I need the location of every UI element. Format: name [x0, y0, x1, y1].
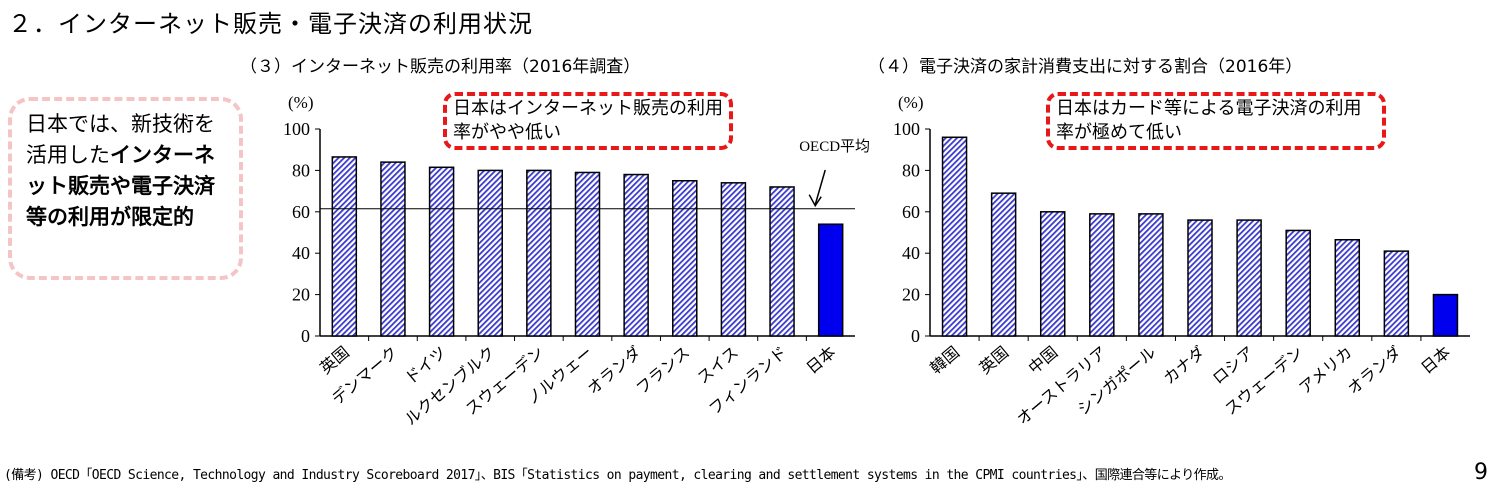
y-axis-unit: (%)	[288, 93, 313, 112]
bar-ノルウェー	[574, 171, 601, 337]
y-tick-label: 20	[292, 285, 310, 305]
bar-フィンランド	[769, 186, 795, 337]
summary-plain: 日本では、新技術を活用した	[26, 112, 215, 167]
y-tick-label: 40	[902, 243, 920, 263]
bar-英国	[990, 192, 1017, 337]
y-tick-label: 80	[902, 160, 920, 180]
bar-フランス	[672, 180, 698, 337]
x-tick-label: 日本	[803, 343, 839, 377]
chart-title-e-payment: （４）電子決済の家計消費支出に対する割合（2016年）	[868, 57, 1303, 77]
bar-オランダ	[623, 173, 649, 337]
x-tick-label: 英国	[317, 343, 353, 377]
arrow-icon	[814, 169, 826, 205]
y-tick-label: 0	[911, 326, 920, 346]
oecd-average-label: OECD平均	[799, 138, 870, 155]
x-tick-label: オランダ	[584, 343, 645, 398]
x-tick-label: 中国	[1025, 343, 1061, 377]
bar-デンマーク	[380, 161, 406, 337]
x-tick-label: 英国	[976, 343, 1012, 377]
footnote-source: (備考) OECD「OECD Science, Technology and I…	[4, 468, 1231, 483]
bar-ロシア	[1236, 219, 1262, 337]
annotation-internet-sales: 日本はインターネット販売の利用率がやや低い	[443, 92, 733, 150]
y-tick-label: 100	[893, 119, 920, 139]
y-axis-unit: (%)	[898, 93, 923, 112]
bar-シンガポール	[1138, 213, 1164, 337]
bar-日本	[1432, 293, 1459, 337]
bar-オーストラリア	[1089, 213, 1115, 337]
y-tick-label: 80	[292, 160, 310, 180]
x-tick-label: 韓国	[927, 343, 963, 377]
bar-スウェーデン	[1285, 229, 1311, 337]
x-tick-label: カナダ	[1160, 343, 1208, 388]
x-tick-label: 日本	[1418, 343, 1454, 377]
bar-ルクセンブルク	[477, 169, 503, 337]
bar-スイス	[720, 182, 747, 337]
bar-オランダ	[1383, 250, 1410, 337]
y-tick-label: 100	[283, 119, 310, 139]
y-tick-label: 60	[902, 202, 920, 222]
bar-アメリカ	[1334, 238, 1361, 337]
bar-カナダ	[1187, 219, 1213, 337]
annotation-e-payment: 日本はカード等による電子決済の利用率が極めて低い	[1046, 92, 1386, 150]
x-tick-label: オーストラリア	[1014, 344, 1110, 429]
bar-日本	[817, 223, 844, 337]
bar-英国	[331, 156, 358, 337]
x-tick-label: オランダ	[1344, 343, 1405, 398]
bar-韓国	[941, 136, 968, 337]
bar-中国	[1039, 211, 1066, 337]
summary-callout: 日本では、新技術を活用したインターネット販売や電子決済等の利用が限定的	[8, 97, 243, 280]
x-tick-label: アメリカ	[1297, 344, 1356, 398]
x-tick-label: フランス	[634, 344, 694, 398]
y-tick-label: 40	[292, 243, 310, 263]
chart-title-internet-sales: （３）インターネット販売の利用率（2016年調査）	[240, 57, 641, 77]
bar-スウェーデン	[526, 169, 552, 337]
y-tick-label: 60	[292, 202, 310, 222]
y-tick-label: 20	[902, 285, 920, 305]
arrowhead-icon	[808, 194, 822, 208]
bar-ドイツ	[428, 166, 455, 337]
slide-title: ２．インターネット販売・電子決済の利用状況	[8, 10, 533, 38]
page-number: 9	[1474, 460, 1488, 485]
y-tick-label: 0	[301, 326, 310, 346]
summary-bold: インターネット販売や電子決済等の利用が限定的	[26, 143, 215, 229]
